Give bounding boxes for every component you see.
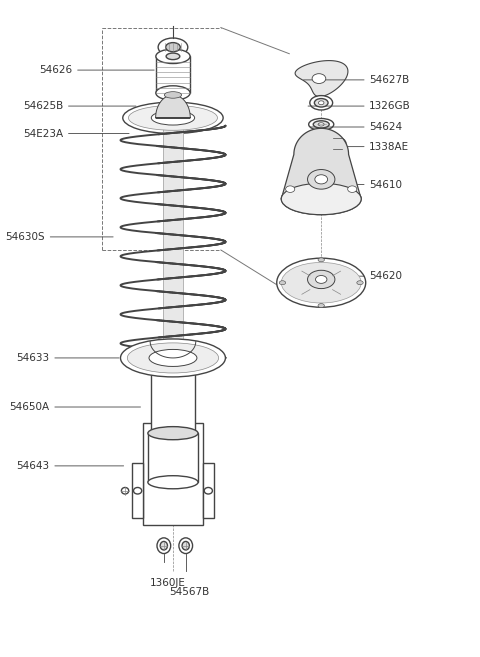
- Text: 54643: 54643: [17, 461, 50, 471]
- Text: 54633: 54633: [17, 353, 50, 363]
- Ellipse shape: [315, 175, 328, 184]
- Text: 54625B: 54625B: [23, 101, 63, 111]
- Ellipse shape: [127, 343, 218, 373]
- Ellipse shape: [328, 137, 346, 149]
- Text: 54567B: 54567B: [169, 587, 209, 597]
- Ellipse shape: [156, 86, 190, 100]
- Ellipse shape: [357, 281, 363, 284]
- Ellipse shape: [157, 538, 171, 554]
- Ellipse shape: [308, 170, 335, 189]
- Ellipse shape: [313, 121, 329, 128]
- Ellipse shape: [333, 140, 342, 147]
- Ellipse shape: [286, 186, 295, 193]
- Ellipse shape: [148, 476, 198, 489]
- Ellipse shape: [151, 352, 195, 364]
- Bar: [132, 463, 144, 518]
- Ellipse shape: [318, 123, 324, 126]
- Ellipse shape: [166, 43, 180, 52]
- Ellipse shape: [318, 304, 324, 307]
- Polygon shape: [156, 95, 190, 118]
- Text: 54624: 54624: [369, 122, 402, 132]
- Ellipse shape: [310, 96, 333, 110]
- Ellipse shape: [281, 183, 361, 215]
- Ellipse shape: [312, 74, 326, 83]
- Ellipse shape: [149, 350, 197, 367]
- Ellipse shape: [129, 105, 217, 130]
- Ellipse shape: [158, 38, 188, 57]
- Text: 54626: 54626: [39, 65, 72, 75]
- Bar: [156, 57, 190, 93]
- Ellipse shape: [121, 487, 129, 494]
- Ellipse shape: [148, 426, 198, 440]
- Text: 1360JE: 1360JE: [150, 578, 185, 589]
- Polygon shape: [281, 128, 361, 199]
- Text: 54650A: 54650A: [10, 402, 50, 412]
- Ellipse shape: [314, 99, 328, 107]
- Ellipse shape: [179, 538, 192, 554]
- Text: 54627B: 54627B: [369, 75, 409, 85]
- Text: 54620: 54620: [369, 271, 402, 281]
- Ellipse shape: [151, 110, 194, 125]
- Text: 54610: 54610: [369, 179, 402, 190]
- Text: 1326GB: 1326GB: [369, 101, 411, 111]
- Ellipse shape: [348, 186, 357, 193]
- Ellipse shape: [281, 183, 361, 215]
- Ellipse shape: [151, 427, 195, 439]
- Ellipse shape: [123, 102, 223, 133]
- Ellipse shape: [281, 262, 361, 303]
- Ellipse shape: [279, 281, 286, 284]
- Ellipse shape: [318, 258, 324, 261]
- Text: 1338AE: 1338AE: [369, 142, 409, 152]
- Text: 54E23A: 54E23A: [24, 129, 63, 139]
- Ellipse shape: [309, 118, 334, 130]
- Ellipse shape: [315, 275, 327, 283]
- Ellipse shape: [160, 541, 168, 550]
- Text: 54630S: 54630S: [6, 232, 45, 242]
- Ellipse shape: [319, 101, 324, 104]
- Ellipse shape: [182, 541, 190, 550]
- Ellipse shape: [164, 92, 181, 98]
- Bar: [151, 358, 195, 433]
- Polygon shape: [295, 60, 348, 97]
- Ellipse shape: [308, 270, 335, 288]
- Bar: [148, 433, 198, 482]
- Ellipse shape: [120, 339, 226, 377]
- Ellipse shape: [277, 258, 366, 307]
- Bar: [144, 423, 203, 525]
- Ellipse shape: [204, 487, 213, 494]
- Ellipse shape: [156, 49, 190, 64]
- Bar: [163, 119, 183, 365]
- Ellipse shape: [166, 53, 180, 60]
- Bar: [203, 463, 214, 518]
- Ellipse shape: [133, 487, 142, 494]
